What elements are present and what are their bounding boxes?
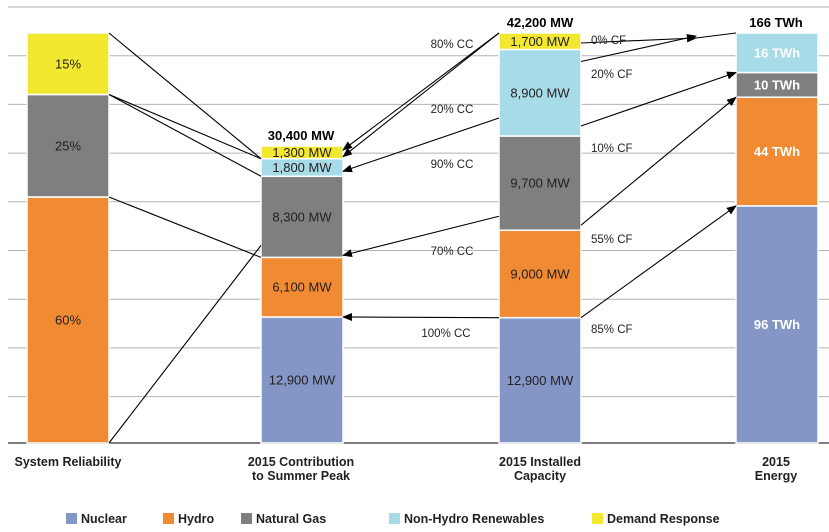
- data-label: 16 TWh: [754, 45, 800, 60]
- data-label: 12,900 MW: [269, 372, 336, 387]
- bar-natural-gas-4: [735, 71, 819, 98]
- flow-line: [695, 32, 737, 39]
- bar-hydro-2: [260, 256, 344, 318]
- data-label: 96 TWh: [754, 317, 800, 332]
- capacity-factor-label: 0% CF: [591, 35, 626, 47]
- legend-swatch-demand-response: [592, 513, 603, 524]
- flow-arrow: [342, 313, 500, 322]
- flow-arrow: [342, 215, 500, 258]
- legend-label-hydro: Hydro: [178, 512, 214, 526]
- data-label: 9,000 MW: [510, 266, 570, 281]
- data-label: 60%: [55, 313, 81, 328]
- capacity-credit-label: 70% CC: [431, 246, 474, 258]
- total-label: 166 TWh: [749, 15, 803, 30]
- bar-demand-response-3: [498, 32, 582, 51]
- data-label: 44 TWh: [754, 144, 800, 159]
- bar-natural-gas-3: [498, 135, 582, 231]
- legend-label-nuclear: Nuclear: [81, 512, 127, 526]
- factor-labels: 80% CC 20% CC 90% CC 70% CC 100% CC 0% CF 20% …: [421, 35, 632, 340]
- capacity-factor-label: 20% CF: [591, 69, 633, 81]
- bar-nuclear-4: [735, 205, 819, 444]
- total-label: 30,400 MW: [268, 128, 335, 143]
- legend-label-natural-gas: Natural Gas: [256, 512, 326, 526]
- category-label: 2015 Contribution: [248, 455, 354, 469]
- capacity-credit-label: 100% CC: [421, 328, 470, 340]
- flow-line: [108, 94, 262, 177]
- category-label: 2015: [762, 455, 790, 469]
- data-label: 1,700 MW: [510, 34, 570, 49]
- flow-arrow: [342, 32, 500, 158]
- bar-demand-response-1: [26, 32, 110, 96]
- data-label: 8,300 MW: [272, 209, 332, 224]
- legend-swatch-nuclear: [66, 513, 77, 524]
- data-label: 8,900 MW: [510, 85, 570, 100]
- category-label: 2015 Installed: [499, 455, 581, 469]
- bar-natural-gas-2: [260, 175, 344, 259]
- bar-hydro-3: [498, 229, 582, 319]
- data-label: 15%: [55, 56, 81, 71]
- category-label: System Reliability: [15, 455, 122, 469]
- category-label: Capacity: [514, 469, 566, 483]
- flow-arrows: [108, 32, 737, 444]
- segment-labels: 60% 25% 15% 12,900 MW 6,100 MW 8,300 MW 1,800 …: [55, 34, 800, 388]
- data-label: 12,900 MW: [507, 373, 574, 388]
- data-label: 10 TWh: [754, 77, 800, 92]
- legend-swatch-natural-gas: [241, 513, 252, 524]
- gridlines: [8, 6, 829, 444]
- bar-non-hydro-renewables-4: [735, 32, 819, 74]
- data-label: 25%: [55, 138, 81, 153]
- flow-line: [108, 196, 262, 258]
- capacity-factor-label: 10% CF: [591, 143, 633, 155]
- capacity-factor-label: 55% CF: [591, 234, 633, 246]
- bars: [26, 32, 819, 444]
- bar-nuclear-2: [260, 316, 344, 444]
- total-label: 42,200 MW: [507, 15, 574, 30]
- capacity-credit-label: 90% CC: [431, 159, 474, 171]
- legend-swatch-non-hydro-renewables: [389, 513, 400, 524]
- data-label: 1,300 MW: [272, 145, 332, 160]
- flow-line: [108, 245, 262, 444]
- legend: Nuclear Hydro Natural Gas Non-Hydro Renewab…: [66, 512, 720, 526]
- flow-arrow: [342, 32, 500, 151]
- category-label: Energy: [755, 469, 797, 483]
- legend-label-demand-response: Demand Response: [607, 512, 720, 526]
- flow-line: [108, 32, 262, 160]
- flow-arrow: [580, 71, 737, 127]
- legend-swatch-hydro: [163, 513, 174, 524]
- total-labels: 30,400 MW 42,200 MW 166 TWh: [268, 15, 803, 143]
- bar-non-hydro-renewables-3: [498, 48, 582, 137]
- legend-label-non-hydro-renewables: Non-Hydro Renewables: [404, 512, 544, 526]
- capacity-credit-label: 80% CC: [431, 39, 474, 51]
- flow-arrow: [580, 205, 737, 319]
- data-label: 1,800 MW: [272, 160, 332, 175]
- bar-natural-gas-1: [26, 93, 110, 198]
- flow-line: [108, 93, 262, 160]
- flow-arrow: [580, 96, 737, 226]
- capacity-credit-label: 20% CC: [431, 104, 474, 116]
- flow-arrow: [342, 117, 500, 173]
- capacity-factor-label: 85% CF: [591, 324, 633, 336]
- flow-arrow: [580, 34, 697, 63]
- flow-arrow: [580, 34, 697, 44]
- data-label: 9,700 MW: [510, 176, 570, 191]
- data-label: 6,100 MW: [272, 280, 332, 295]
- bar-hydro-4: [735, 96, 819, 207]
- category-label: to Summer Peak: [252, 469, 350, 483]
